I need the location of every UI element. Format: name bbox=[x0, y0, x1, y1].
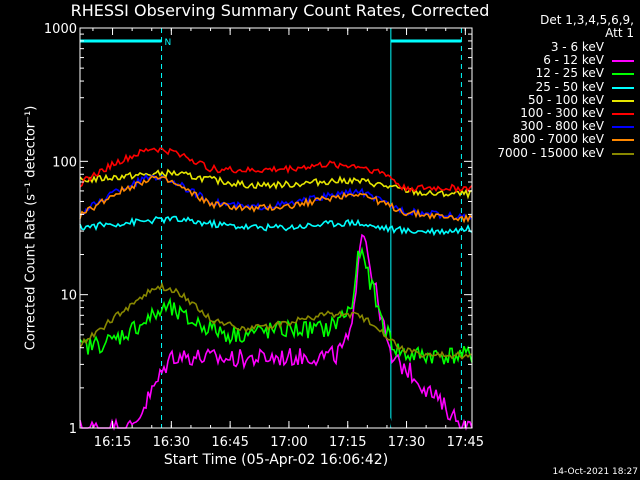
legend-item-label: 50 - 100 keV bbox=[527, 92, 604, 107]
plot-frame bbox=[79, 27, 473, 429]
legend-item-label: 300 - 800 keV bbox=[520, 119, 604, 134]
series-line-7 bbox=[79, 175, 473, 224]
x-tick-label: 17:15 bbox=[329, 435, 366, 450]
legend-item-label: 25 - 50 keV bbox=[535, 79, 604, 94]
tick-layer: 16:15 16:30 16:45 17:00 17:15 17:30 17:45 1 10 10… bbox=[44, 22, 484, 450]
legend-item: 7000 - 15000 keV bbox=[474, 145, 634, 160]
legend-item-swatch bbox=[612, 47, 634, 49]
legend-item-swatch bbox=[612, 152, 634, 155]
legend-item-label: 7000 - 15000 keV bbox=[497, 145, 604, 160]
legend-item-label: 12 - 25 keV bbox=[535, 66, 604, 81]
x-axis-label: Start Time (05-Apr-02 16:06:42) bbox=[163, 452, 389, 468]
legend-item-swatch bbox=[612, 99, 634, 102]
series-layer bbox=[79, 147, 473, 431]
x-tick-label: 16:45 bbox=[211, 435, 248, 450]
x-tick-label: 16:30 bbox=[153, 435, 190, 450]
legend-header-line-1: Det 1,3,4,5,6,9, bbox=[540, 13, 634, 27]
legend-header-line-2: Att 1 bbox=[605, 26, 634, 40]
y-tick-label: 100 bbox=[52, 155, 77, 170]
legend-item-swatch bbox=[612, 86, 634, 89]
legend-item-label: 6 - 12 keV bbox=[543, 53, 604, 68]
series-line-3 bbox=[79, 215, 473, 237]
footer-timestamp: 14-Oct-2021 18:27 bbox=[552, 467, 638, 477]
legend-item-swatch bbox=[612, 139, 634, 142]
legend-item: 50 - 100 keV bbox=[474, 92, 634, 107]
y-tick-label: 1000 bbox=[44, 22, 77, 37]
y-tick-label: 10 bbox=[60, 289, 77, 304]
series-line-8 bbox=[79, 281, 473, 360]
legend-item: 800 - 7000 keV bbox=[474, 132, 634, 147]
legend-item: 12 - 25 keV bbox=[474, 66, 634, 81]
x-tick-label: 17:45 bbox=[447, 435, 484, 450]
x-tick-label: 16:15 bbox=[94, 435, 131, 450]
legend-item-label: 3 - 6 keV bbox=[550, 40, 604, 54]
legend-item: 300 - 800 keV bbox=[474, 119, 634, 134]
legend-item-swatch bbox=[612, 113, 634, 115]
x-tick-label: 17:30 bbox=[388, 435, 425, 450]
legend-item: 100 - 300 keV bbox=[474, 106, 634, 120]
series-line-2 bbox=[79, 246, 473, 365]
series-line-5 bbox=[79, 147, 473, 193]
legend-item-swatch bbox=[612, 73, 634, 76]
y-tick-label: 1 bbox=[69, 422, 77, 437]
legend-item-label: 100 - 300 keV bbox=[520, 106, 604, 120]
legend-item: 3 - 6 keV bbox=[474, 40, 634, 54]
marker-top-label: N bbox=[165, 38, 172, 48]
legend-item-label: 800 - 7000 keV bbox=[512, 132, 604, 147]
series-line-1 bbox=[79, 233, 473, 431]
x-tick-label: 17:00 bbox=[270, 435, 307, 450]
legend-item: 25 - 50 keV bbox=[474, 79, 634, 94]
legend-item-swatch bbox=[612, 126, 634, 129]
legend-item-swatch bbox=[612, 60, 634, 63]
series-line-4 bbox=[79, 168, 473, 200]
chart-title: RHESSI Observing Summary Count Rates, Co… bbox=[70, 1, 490, 20]
y-axis-label: Corrected Count Rate (s⁻¹ detector⁻¹) bbox=[23, 105, 39, 351]
legend-item: 6 - 12 keV bbox=[474, 53, 634, 68]
